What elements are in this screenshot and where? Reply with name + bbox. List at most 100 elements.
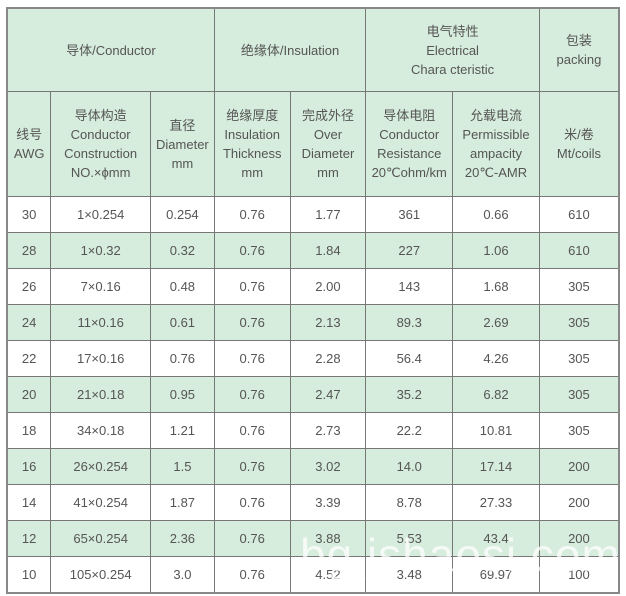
table-cell: 4.26	[452, 340, 540, 377]
table-cell: 305	[538, 340, 620, 377]
table-cell: 1.06	[452, 232, 540, 269]
table-cell: 4.52	[289, 556, 367, 594]
table-cell: 3.0	[149, 556, 215, 594]
table-row: 30 1×0.254 0.254 0.76 1.77 361 0.66 610	[6, 196, 620, 233]
group-packing: 包装 packing	[538, 7, 620, 92]
table-row: 18 34×0.18 1.21 0.76 2.73 22.2 10.81 305	[6, 412, 620, 449]
table-cell: 200	[538, 448, 620, 485]
table-cell: 20	[6, 376, 52, 413]
column-header: 绝缘厚度 Insulation Thickness mm	[213, 91, 291, 197]
table-row: 20 21×0.18 0.95 0.76 2.47 35.2 6.82 305	[6, 376, 620, 413]
table-cell: 10.81	[452, 412, 540, 449]
table-cell: 27.33	[452, 484, 540, 521]
table-row: 14 41×0.254 1.87 0.76 3.39 8.78 27.33 200	[6, 484, 620, 521]
table-cell: 0.76	[213, 268, 291, 305]
table-cell: 3.39	[289, 484, 367, 521]
table-row: 12 65×0.254 2.36 0.76 3.88 5.53 43.4 200	[6, 520, 620, 557]
table-cell: 69.97	[452, 556, 540, 594]
table-cell: 0.76	[213, 376, 291, 413]
table-cell: 43.4	[452, 520, 540, 557]
table-cell: 89.3	[365, 304, 454, 341]
table-row: 24 11×0.16 0.61 0.76 2.13 89.3 2.69 305	[6, 304, 620, 341]
table-cell: 18	[6, 412, 52, 449]
table-row: 22 17×0.16 0.76 0.76 2.28 56.4 4.26 305	[6, 340, 620, 377]
table-cell: 1.77	[289, 196, 367, 233]
table-cell: 2.00	[289, 268, 367, 305]
column-header: 线号 AWG	[6, 91, 52, 197]
table-cell: 227	[365, 232, 454, 269]
table-cell: 105×0.254	[50, 556, 151, 594]
table-cell: 0.48	[149, 268, 215, 305]
column-header: 米/卷 Mt/coils	[538, 91, 620, 197]
table-cell: 14.0	[365, 448, 454, 485]
table-cell: 3.48	[365, 556, 454, 594]
table-cell: 30	[6, 196, 52, 233]
table-cell: 305	[538, 268, 620, 305]
table-cell: 28	[6, 232, 52, 269]
column-header: 导体构造 Conductor Construction NO.×ϕmm	[50, 91, 151, 197]
table-cell: 2.36	[149, 520, 215, 557]
table-cell: 1×0.32	[50, 232, 151, 269]
table-cell: 14	[6, 484, 52, 521]
table-cell: 2.47	[289, 376, 367, 413]
table-cell: 35.2	[365, 376, 454, 413]
table-cell: 305	[538, 412, 620, 449]
table-cell: 610	[538, 196, 620, 233]
table-cell: 22.2	[365, 412, 454, 449]
table-cell: 65×0.254	[50, 520, 151, 557]
table-cell: 1.5	[149, 448, 215, 485]
table-cell: 0.76	[213, 520, 291, 557]
table-cell: 0.32	[149, 232, 215, 269]
table-cell: 0.76	[149, 340, 215, 377]
table-cell: 1.21	[149, 412, 215, 449]
table-cell: 8.78	[365, 484, 454, 521]
table-cell: 26×0.254	[50, 448, 151, 485]
table-cell: 1×0.254	[50, 196, 151, 233]
table-cell: 2.28	[289, 340, 367, 377]
table-cell: 22	[6, 340, 52, 377]
table-row: 28 1×0.32 0.32 0.76 1.84 227 1.06 610	[6, 232, 620, 269]
table-cell: 1.68	[452, 268, 540, 305]
table-cell: 0.76	[213, 232, 291, 269]
table-cell: 5.53	[365, 520, 454, 557]
table-cell: 11×0.16	[50, 304, 151, 341]
table-cell: 100	[538, 556, 620, 594]
table-cell: 41×0.254	[50, 484, 151, 521]
table-cell: 34×0.18	[50, 412, 151, 449]
table-cell: 0.95	[149, 376, 215, 413]
table-cell: 0.76	[213, 412, 291, 449]
table-cell: 0.61	[149, 304, 215, 341]
table-row: 16 26×0.254 1.5 0.76 3.02 14.0 17.14 200	[6, 448, 620, 485]
table-row: 26 7×0.16 0.48 0.76 2.00 143 1.68 305	[6, 268, 620, 305]
table-cell: 0.254	[149, 196, 215, 233]
table-cell: 2.13	[289, 304, 367, 341]
table-cell: 17.14	[452, 448, 540, 485]
table-cell: 21×0.18	[50, 376, 151, 413]
table-cell: 24	[6, 304, 52, 341]
table-cell: 0.76	[213, 196, 291, 233]
table-cell: 56.4	[365, 340, 454, 377]
table-cell: 200	[538, 520, 620, 557]
table-cell: 12	[6, 520, 52, 557]
table-cell: 2.73	[289, 412, 367, 449]
table-cell: 305	[538, 304, 620, 341]
cable-spec-table: 导体/Conductor 绝缘体/Insulation 电气特性 Electric…	[6, 7, 620, 594]
table-cell: 16	[6, 448, 52, 485]
table-cell: 305	[538, 376, 620, 413]
group-insulation: 绝缘体/Insulation	[213, 7, 367, 92]
group-electrical: 电气特性 Electrical Chara cteristic	[365, 7, 540, 92]
table-cell: 6.82	[452, 376, 540, 413]
group-conductor: 导体/Conductor	[6, 7, 215, 92]
table-cell: 26	[6, 268, 52, 305]
column-header: 导体电阻 Conductor Resistance 20℃ohm/km	[365, 91, 454, 197]
column-header: 直径 Diameter mm	[149, 91, 215, 197]
table-cell: 1.87	[149, 484, 215, 521]
table-cell: 200	[538, 484, 620, 521]
table-cell: 0.66	[452, 196, 540, 233]
table-cell: 143	[365, 268, 454, 305]
table-cell: 0.76	[213, 304, 291, 341]
table-cell: 17×0.16	[50, 340, 151, 377]
table-cell: 3.02	[289, 448, 367, 485]
table-cell: 3.88	[289, 520, 367, 557]
table-cell: 0.76	[213, 484, 291, 521]
